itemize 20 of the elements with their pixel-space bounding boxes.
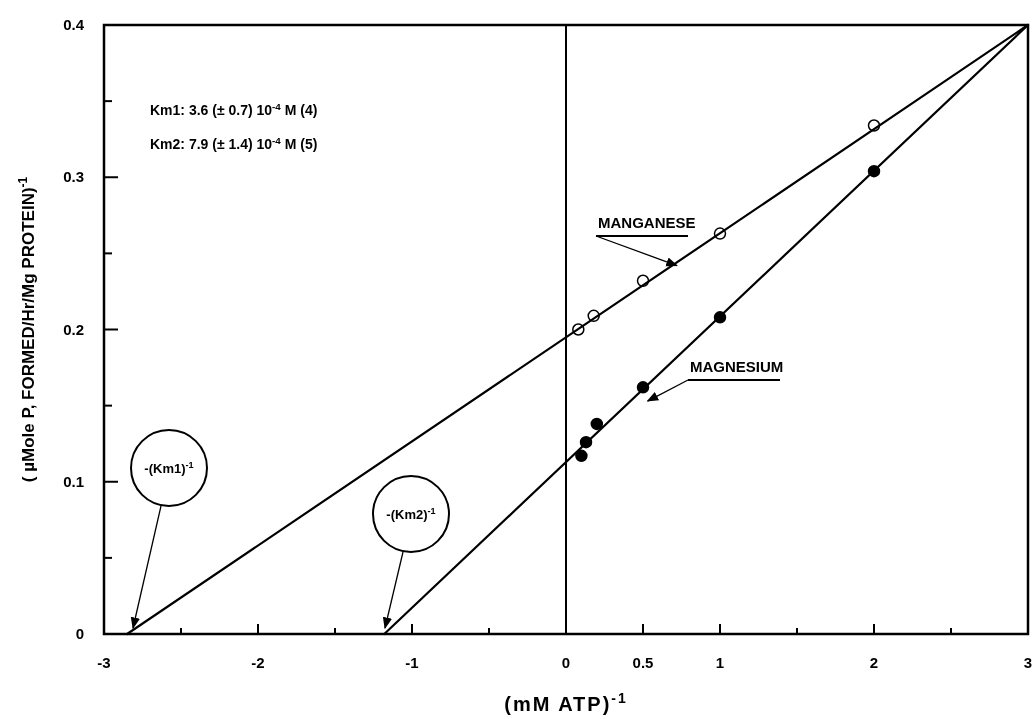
series-label: MANGANESE bbox=[598, 214, 696, 231]
annotation: Km1: 3.6 (± 0.7) 10$^{-4}$ M (4) bbox=[150, 100, 318, 118]
x-tick-label: 1 bbox=[715, 654, 725, 671]
y-tick-label: 0.2 bbox=[63, 320, 84, 338]
x-tick-label: -1 bbox=[405, 654, 419, 671]
x-tick-label: 2 bbox=[869, 654, 879, 671]
y-tick-label: 0 bbox=[75, 625, 84, 642]
y-tick-label: 0.4 bbox=[63, 16, 85, 33]
x-axis-title: (mM ATP)$^{-1}$ bbox=[504, 690, 628, 715]
y-tick-label: 0.1 bbox=[63, 472, 84, 490]
x-tick-label: 0 bbox=[561, 654, 571, 671]
y-tick-label: 0.3 bbox=[63, 168, 84, 186]
annotation: Km2: 7.9 (± 1.4) 10$^{-4}$ M (5) bbox=[150, 134, 318, 152]
x-tick-label: 0.5 bbox=[632, 654, 654, 671]
annotation: -(Km1)$^{-1}$ bbox=[144, 460, 194, 476]
x-tick-label: -2 bbox=[251, 654, 265, 671]
annotation: -(Km2)$^{-1}$ bbox=[386, 506, 436, 522]
x-tick-label: -3 bbox=[97, 654, 111, 671]
x-tick-label: 3 bbox=[1023, 654, 1033, 671]
text: MAGNESIUM bbox=[690, 358, 784, 375]
